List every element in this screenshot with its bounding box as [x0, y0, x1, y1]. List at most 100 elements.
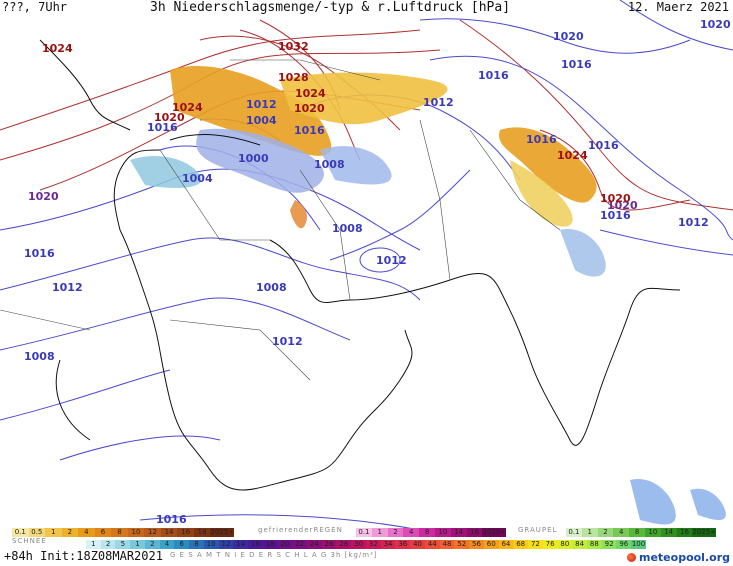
legend-snow-swatch: 0.1	[12, 528, 29, 537]
legend-graupel-swatch: 14	[660, 528, 677, 537]
header-date: 12. Maerz 2021	[627, 0, 729, 14]
isobar-label: 1016	[600, 209, 631, 222]
legend-snow-label: SCHNEE	[12, 537, 47, 545]
legend-total-swatch: 18	[262, 540, 278, 549]
legend-total-swatch: 10	[203, 540, 219, 549]
legend-total-swatch: 36	[395, 540, 411, 549]
legend-graupel-swatch: 0.1	[566, 528, 582, 537]
legend-freezing-swatch: 2025+	[482, 528, 507, 537]
legend-total-swatch: 20	[277, 540, 293, 549]
isobar-label: 1020	[553, 30, 584, 43]
isobar-label: 1024	[172, 101, 203, 114]
isobar-label: 1008	[332, 222, 363, 235]
legend-total-swatch: 28	[336, 540, 352, 549]
isobar-label: 1000	[238, 152, 269, 165]
legend-snow-swatch: 2	[61, 528, 79, 537]
isobar-label: 1020	[600, 192, 631, 205]
logo-icon	[627, 553, 636, 562]
legend-snow-swatch: 10	[127, 528, 145, 537]
legend-total-scale: 1 2 5 1 2 4 6 8 10 12 14 16 18 20 22 24 26 28 30 32 34 36 40 44…	[86, 540, 646, 549]
legend-snow-swatch: 18	[193, 528, 211, 537]
isobar-label: 1020	[154, 111, 185, 124]
isobar-label: 1016	[478, 69, 509, 82]
legend-freezing-swatch: 16	[466, 528, 483, 537]
legend-total-swatch: 52	[454, 540, 470, 549]
isobar-label: 1012	[423, 96, 454, 109]
legend-snow-swatch: 8	[111, 528, 128, 537]
legend-total-swatch: 76	[542, 540, 558, 549]
legend-total-swatch: 68	[513, 540, 529, 549]
legend-total-swatch: 16	[248, 540, 263, 549]
legend-total-swatch: 14	[233, 540, 249, 549]
map-title: 3h Niederschlagsmenge/-typ & r.Luftdruck…	[150, 0, 511, 15]
legend-total-swatch: 1	[130, 540, 145, 549]
logo-text: meteopool.org	[639, 551, 730, 564]
legend-graupel-swatch: 2025+	[692, 528, 717, 537]
isobar-label: 1020	[700, 18, 731, 31]
legend-graupel-swatch: 8	[629, 528, 645, 537]
legend-freezing-swatch: 1	[371, 528, 388, 537]
isobar-label: 1012	[376, 254, 407, 267]
legend-total-swatch: 6	[174, 540, 190, 549]
legend-snow-swatch: 2025+	[210, 528, 235, 537]
legend-total-swatch: 60	[483, 540, 499, 549]
legend-total-swatch: 64	[498, 540, 514, 549]
isobar-label: 1020	[28, 190, 59, 203]
legend-total-swatch: 5	[115, 540, 131, 549]
isobar-label: 1012	[52, 281, 83, 294]
legend-snow-swatch: 16	[177, 528, 194, 537]
run-info: +84h Init:18Z08MAR2021	[4, 549, 163, 563]
legend-graupel-scale: 0.1 1 2 4 8 10 14 16 2025+	[566, 528, 717, 537]
legend-snow-swatch: 14	[160, 528, 178, 537]
legend-snow-swatch: 1	[45, 528, 62, 537]
isobar-label: 1012	[272, 335, 303, 348]
isobar-label-group: 1024 1032 1028 1024 1024 1020 1016 1012 …	[24, 18, 731, 526]
legend-total-swatch: 2	[144, 540, 160, 549]
precipitation-areas	[130, 65, 726, 525]
legend-graupel-swatch: 16	[676, 528, 693, 537]
isobar-label: 1008	[256, 281, 287, 294]
isobar-label: 1008	[314, 158, 345, 171]
legend-total-swatch: 2	[100, 540, 116, 549]
legend-total-swatch: 4	[159, 540, 175, 549]
legend-total-swatch: 92	[601, 540, 617, 549]
legend-total-swatch: 8	[189, 540, 204, 549]
isobar-label: 1016	[588, 139, 619, 152]
isobar-label: 1016	[561, 58, 592, 71]
legend-snow-swatch: 0.5	[28, 528, 46, 537]
isobar-label: 1016	[526, 133, 557, 146]
legend-graupel-swatch: 1	[581, 528, 598, 537]
legend-total-swatch: 24	[307, 540, 322, 549]
isobar-label: 1024	[42, 42, 73, 55]
isobar-label: 1004	[246, 114, 277, 127]
isobar-label: 1012	[246, 98, 277, 111]
isobar-label: 1020	[607, 199, 638, 212]
legend-graupel-label: GRAUPEL	[518, 526, 558, 534]
legend-total-swatch: 1	[86, 540, 101, 549]
isobar-label: 1008	[24, 350, 55, 363]
legend-freezing-rain-label: gefrierenderREGEN	[258, 526, 343, 534]
legend-freezing-swatch: 14	[450, 528, 467, 537]
isobar-label: 1016	[294, 124, 325, 137]
legend-freezing-rain-scale: 0.1 1 2 4 8 10 14 16 2025+	[356, 528, 507, 537]
borders	[0, 59, 561, 381]
legend-graupel-swatch: 2	[597, 528, 614, 537]
legend-total-swatch: 40	[410, 540, 425, 549]
isobar-label: 1016	[147, 121, 178, 134]
legend-total-label: G E S A M T N I E D E R S C H L A G 3h […	[170, 551, 378, 559]
legend-total-swatch: 48	[439, 540, 455, 549]
legend-freezing-swatch: 0.1	[356, 528, 372, 537]
legend-graupel-swatch: 10	[644, 528, 661, 537]
legend-total-swatch: 30	[351, 540, 366, 549]
brand-logo: meteopool.org	[627, 551, 730, 564]
legend-total-swatch: 56	[469, 540, 484, 549]
legend-snow-swatch: 4	[78, 528, 95, 537]
isobar-label: 1016	[156, 513, 187, 526]
header-run-time: ???, 7Uhr	[2, 0, 68, 14]
legend-total-swatch: 26	[321, 540, 337, 549]
legend-freezing-swatch: 2	[387, 528, 404, 537]
legend-total-swatch: 12	[218, 540, 234, 549]
legend-total-swatch: 88	[586, 540, 602, 549]
legend-total-swatch: 22	[292, 540, 308, 549]
